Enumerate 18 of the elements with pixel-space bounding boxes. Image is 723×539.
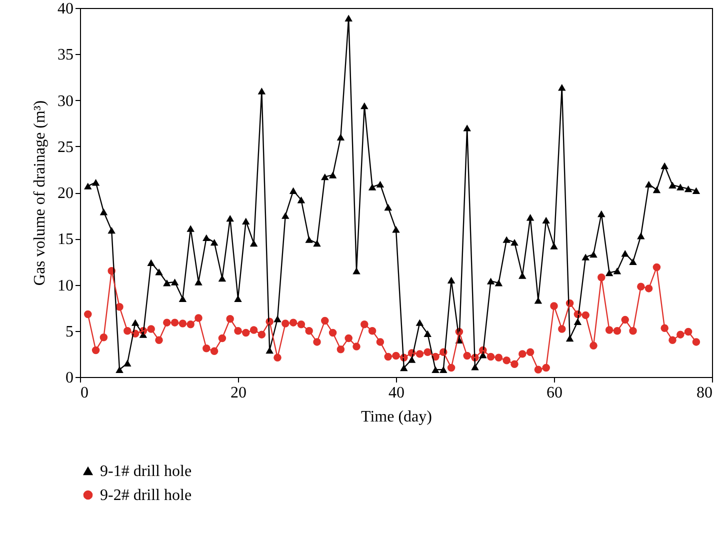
x-tick-label: 60 bbox=[546, 384, 562, 402]
y-tick-label: 10 bbox=[58, 277, 74, 294]
y-tick-label: 0 bbox=[66, 370, 74, 386]
x-tick-label: 40 bbox=[388, 384, 404, 402]
y-tick-label: 35 bbox=[58, 46, 74, 64]
x-tick-label: 80 bbox=[696, 384, 712, 402]
legend-label: 9-2# drill hole bbox=[100, 487, 192, 504]
x-tick-label: 0 bbox=[80, 384, 88, 402]
y-tick-label: 30 bbox=[58, 92, 74, 110]
y-tick-label: 20 bbox=[58, 185, 74, 202]
y-tick-label: 15 bbox=[58, 231, 74, 248]
y-tick-label: 25 bbox=[58, 138, 74, 156]
y-axis-title: Gas volume of drainage (m³) bbox=[32, 100, 48, 286]
y-tick-label: 5 bbox=[66, 323, 74, 340]
y-tick-label: 40 bbox=[58, 0, 74, 18]
x-tick-label: 20 bbox=[230, 384, 246, 402]
x-axis-title: Time (day) bbox=[361, 408, 432, 426]
legend-label: 9-1# drill hole bbox=[100, 463, 192, 480]
